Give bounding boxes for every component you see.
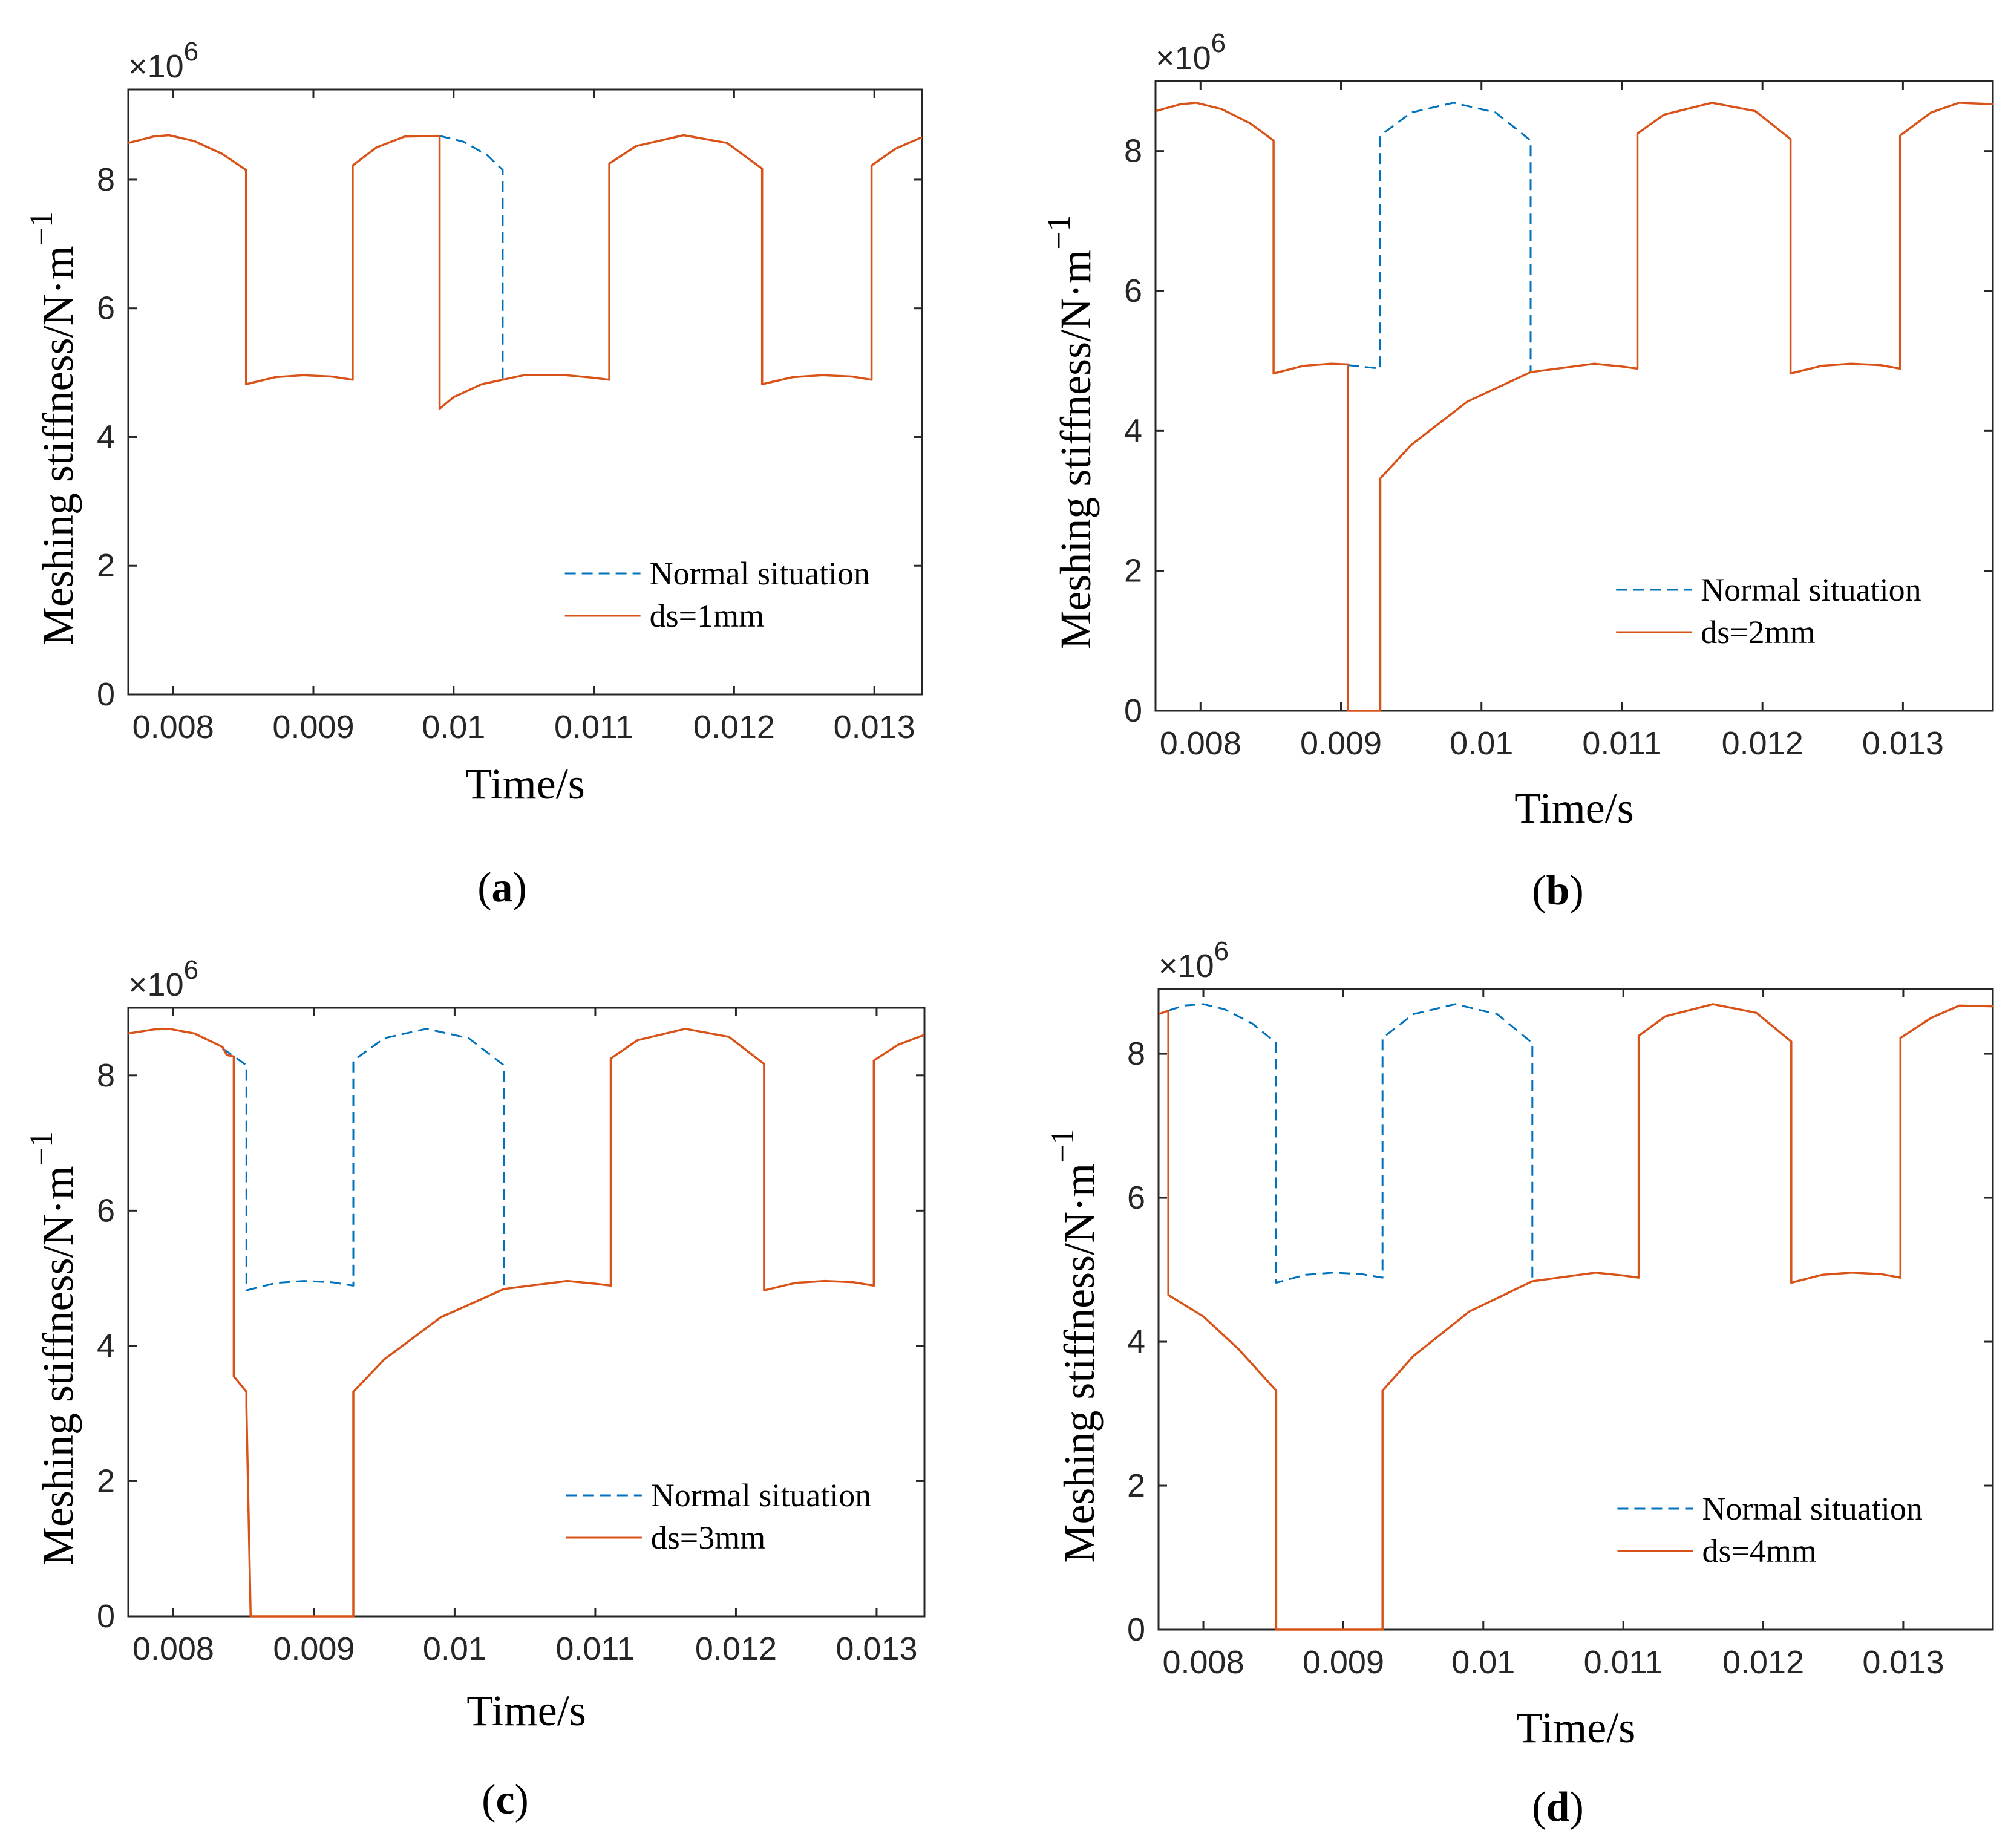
- y-tick-label: 2: [1124, 553, 1142, 589]
- legend-label: Normal situation: [651, 1477, 871, 1513]
- x-tick-label: 0.011: [1584, 1644, 1663, 1680]
- panel-label: (d): [1532, 1784, 1584, 1830]
- y-tick-label: 4: [1127, 1324, 1145, 1360]
- axes-box: [127, 1007, 926, 1618]
- y-tick-label: 6: [97, 1192, 115, 1229]
- series-line-normal: [221, 1028, 505, 1291]
- x-axis-title: Time/s: [465, 760, 584, 808]
- x-tick-label: 0.01: [1451, 1644, 1515, 1680]
- x-tick-label: 0.013: [1862, 725, 1944, 762]
- y-multiplier: ×106: [128, 37, 198, 85]
- x-tick-label: 0.011: [1582, 725, 1661, 762]
- x-tick-label: 0.009: [1303, 1644, 1384, 1680]
- y-tick-label: 2: [1127, 1468, 1145, 1504]
- series-line-normal: [439, 135, 504, 382]
- y-axis-title: Meshing stiffness/N·m−1: [1044, 1128, 1104, 1562]
- panel-d: 0.008 0.009 0.01 0.011 0.012 0.013 0 2 4 6 8 ×106 Me…: [1044, 936, 1994, 1830]
- panel-b: 0.008 0.009 0.01 0.011 0.012 0.013 0 2 4 6 8 ×106 Me…: [1041, 28, 1994, 914]
- y-axis-title: Meshing stiffness/N·m−1: [1041, 215, 1100, 649]
- plot-area: [128, 1027, 924, 1618]
- x-tick-label: 0.01: [422, 709, 485, 745]
- panel-a: 0.008 0.009 0.01 0.011 0.012 0.013 0 2 4 6 8 ×106 Me…: [23, 37, 923, 911]
- x-tick-label: 0.012: [695, 1631, 777, 1667]
- y-tick-label: 6: [1127, 1180, 1145, 1216]
- series-line-fault: [128, 134, 922, 410]
- panel-label: (c): [482, 1777, 529, 1823]
- series-line-normal: [1168, 1003, 1534, 1284]
- plot-area: [128, 134, 922, 410]
- y-multiplier: ×106: [1159, 936, 1229, 984]
- x-tick-label: 0.012: [1722, 1644, 1804, 1680]
- x-tick-label: 0.01: [423, 1631, 486, 1667]
- x-tick-label: 0.008: [132, 1631, 214, 1667]
- axes-box: [1154, 80, 1994, 712]
- x-tick-label: 0.01: [1450, 725, 1513, 762]
- y-tick-label: 0: [1127, 1611, 1145, 1648]
- legend-label: Normal situation: [1701, 572, 1921, 608]
- y-tick-label: 8: [1127, 1036, 1145, 1072]
- x-axis-title: Time/s: [466, 1686, 586, 1735]
- panel-c: 0.008 0.009 0.01 0.011 0.012 0.013 0 2 4 6 8 ×106 Me…: [23, 955, 926, 1823]
- x-tick-label: 0.013: [835, 1631, 917, 1667]
- plot-area: [1159, 1003, 1993, 1631]
- x-tick-label: 0.011: [554, 709, 633, 745]
- x-tick-label: 0.012: [693, 709, 775, 745]
- legend-label: ds=3mm: [651, 1520, 765, 1556]
- panel-label: (a): [477, 864, 527, 911]
- y-axis-title: Meshing stiffness/N·m−1: [23, 211, 82, 645]
- y-tick-label: 0: [97, 1598, 115, 1634]
- y-multiplier: ×106: [128, 955, 198, 1003]
- legend-label: ds=4mm: [1702, 1533, 1816, 1569]
- y-tick-label: 6: [1124, 273, 1142, 309]
- y-tick-label: 8: [97, 1057, 115, 1094]
- y-tick-label: 0: [97, 676, 115, 713]
- panel-label: (b): [1532, 867, 1584, 914]
- y-tick-label: 0: [1124, 693, 1142, 729]
- y-tick-label: 8: [1124, 133, 1142, 169]
- x-tick-label: 0.008: [132, 709, 214, 745]
- y-tick-label: 4: [97, 1328, 115, 1364]
- x-axis-title: Time/s: [1516, 1703, 1635, 1752]
- x-tick-label: 0.013: [834, 709, 915, 745]
- legend-label: Normal situation: [650, 555, 870, 592]
- x-tick-label: 0.011: [555, 1631, 635, 1667]
- x-tick-label: 0.013: [1862, 1644, 1944, 1680]
- series-line-normal: [1347, 102, 1532, 371]
- y-tick-label: 2: [97, 1463, 115, 1499]
- series-line-fault: [1159, 1003, 1993, 1631]
- series-line-fault: [1156, 102, 1993, 712]
- series-line-fault: [128, 1027, 924, 1618]
- y-tick-label: 4: [1124, 413, 1142, 449]
- x-tick-label: 0.009: [1300, 725, 1382, 762]
- legend-label: ds=1mm: [650, 598, 764, 634]
- legend-label: Normal situation: [1702, 1490, 1922, 1527]
- y-tick-label: 6: [97, 290, 115, 327]
- axes-box: [1157, 988, 1994, 1631]
- x-tick-label: 0.009: [272, 709, 354, 745]
- y-tick-label: 2: [97, 547, 115, 584]
- y-tick-label: 4: [97, 419, 115, 455]
- plot-area: [1156, 102, 1993, 712]
- y-multiplier: ×106: [1156, 28, 1226, 76]
- axes-box: [127, 88, 923, 696]
- y-tick-label: 8: [97, 162, 115, 198]
- x-tick-label: 0.009: [273, 1631, 355, 1667]
- y-axis-title: Meshing stiffness/N·m−1: [23, 1131, 82, 1566]
- x-axis-title: Time/s: [1514, 784, 1633, 832]
- x-tick-label: 0.012: [1722, 725, 1803, 762]
- legend-label: ds=2mm: [1701, 614, 1815, 650]
- x-tick-label: 0.008: [1160, 725, 1241, 762]
- x-tick-label: 0.008: [1162, 1644, 1244, 1680]
